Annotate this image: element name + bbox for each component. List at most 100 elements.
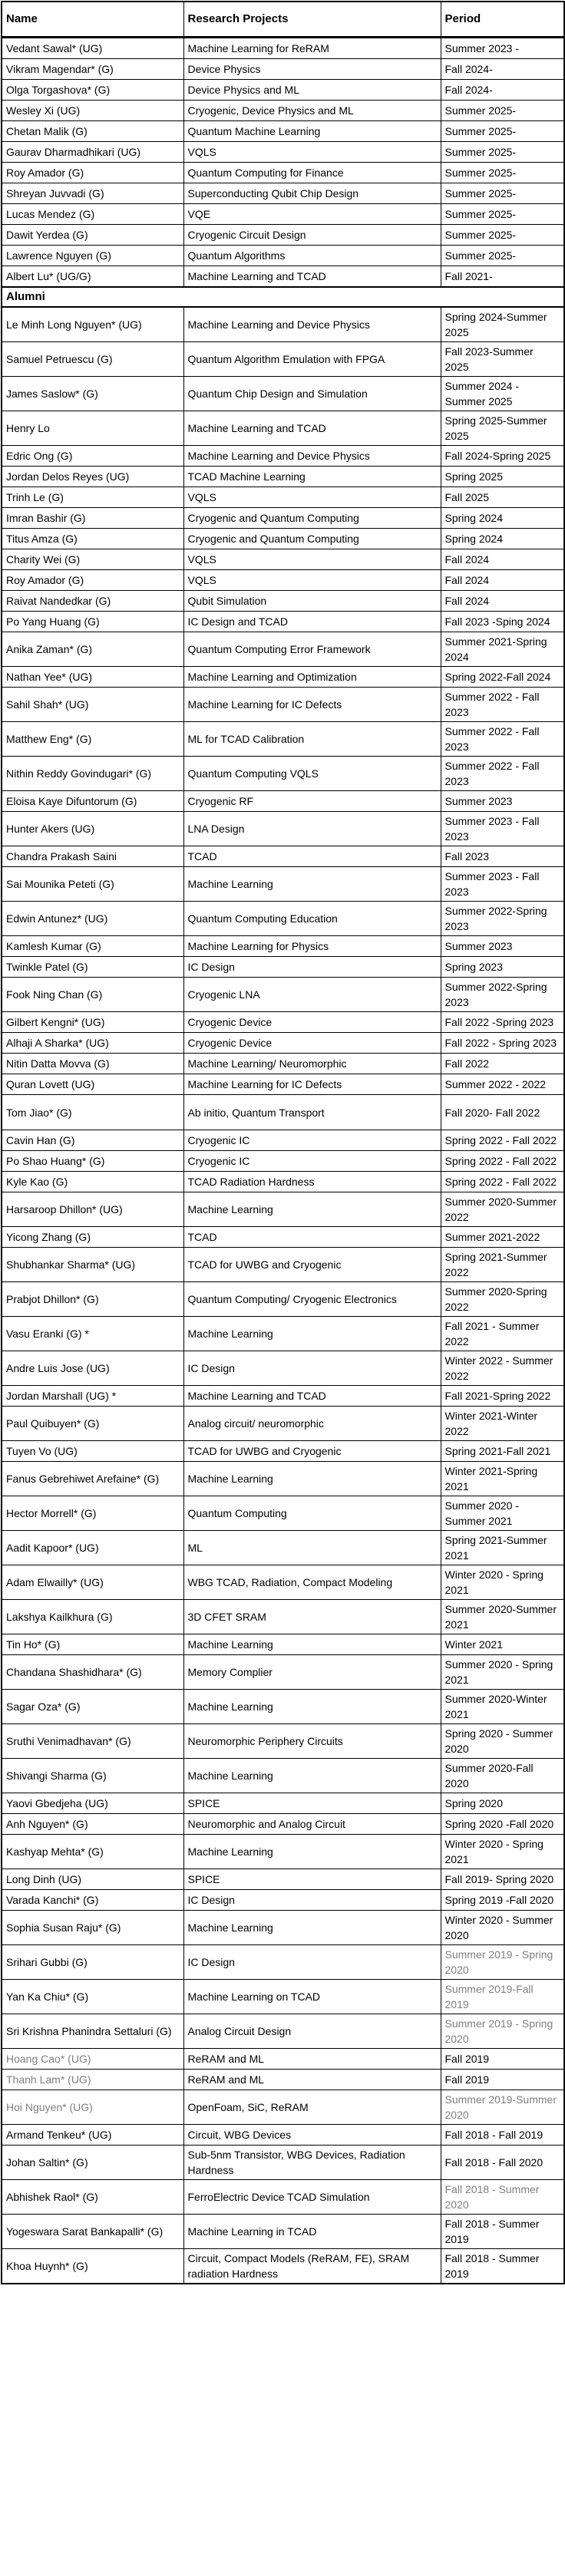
period-cell: Winter 2020 - Summer 2020 — [440, 1910, 565, 1945]
name-cell: Le Minh Long Nguyen* (UG) — [1, 306, 184, 342]
table-row: Gaurav Dharmadhikari (UG) VQLS Summer 2025… — [1, 141, 565, 163]
table-row: Srihari Gubbi (G) IC Design Summer 2019 - … — [1, 1944, 565, 1980]
name-cell: Aadit Kapoor* (UG) — [1, 1530, 184, 1565]
name-cell: Chandana Shashidhara* (G) — [1, 1654, 184, 1690]
period-cell: Summer 2022-Spring 2023 — [440, 901, 565, 936]
period-cell: Spring 2025 — [440, 466, 565, 487]
name-cell: Harsaroop Dhillon* (UG) — [1, 1192, 184, 1227]
period-cell: Summer 2019 - Spring 2020 — [440, 2014, 565, 2049]
period-cell: Summer 2022 - 2022 — [440, 1074, 565, 1095]
period-cell: Fall 2020- Fall 2022 — [440, 1094, 565, 1130]
table-row: Thanh Lam* (UG) ReRAM and ML Fall 2019 — [1, 2069, 565, 2090]
period-cell: Summer 2023 — [440, 935, 565, 957]
project-cell: Machine Learning for Physics — [183, 935, 441, 957]
table-row: Imran Bashir (G) Cryogenic and Quantum Co… — [1, 507, 565, 529]
project-cell: IC Design — [183, 1944, 441, 1980]
period-cell: Fall 2023 — [440, 846, 565, 867]
table-row: Tuyen Vo (UG) TCAD for UWBG and Cryogenic… — [1, 1440, 565, 1462]
name-cell: Kyle Kao (G) — [1, 1171, 184, 1192]
column-header-period: Period — [440, 1, 565, 38]
project-cell: Machine Learning for IC Defects — [183, 1074, 441, 1095]
table-row: Po Yang Huang (G) IC Design and TCAD Fall … — [1, 611, 565, 632]
table-row: Twinkle Patel (G) IC Design Spring 2023 — [1, 956, 565, 978]
name-cell: Vasu Eranki (G) * — [1, 1316, 184, 1351]
table-row: Jordan Marshall (UG) * Machine Learning a… — [1, 1385, 565, 1407]
table-row: Nithin Reddy Govindugari* (G) Quantum Com… — [1, 756, 565, 791]
project-cell: Machine Learning on TCAD — [183, 1979, 441, 2014]
project-cell: Cryogenic RF — [183, 790, 441, 812]
project-cell: Machine Learning and TCAD — [183, 411, 441, 446]
project-cell: Cryogenic Circuit Design — [183, 224, 441, 246]
name-cell: Prabjot Dhillon* (G) — [1, 1281, 184, 1317]
project-cell: Machine Learning and Device Physics — [183, 306, 441, 342]
name-cell: Vikram Magendar* (G) — [1, 58, 184, 80]
name-cell: Alhaji A Sharka* (UG) — [1, 1032, 184, 1054]
name-cell: Long Dinh (UG) — [1, 1869, 184, 1890]
period-cell: Summer 2021-Spring 2024 — [440, 632, 565, 667]
period-cell: Fall 2022 - Spring 2023 — [440, 1032, 565, 1054]
period-cell: Summer 2022 - Fall 2023 — [440, 721, 565, 757]
project-cell: VQLS — [183, 569, 441, 591]
project-cell: Machine Learning and Device Physics — [183, 445, 441, 467]
period-cell: Fall 2023 -Sping 2024 — [440, 611, 565, 632]
column-header-name: Name — [1, 1, 184, 38]
period-cell: Fall 2025 — [440, 487, 565, 508]
period-cell: Fall 2021-Spring 2022 — [440, 1385, 565, 1407]
name-cell: Albert Lu* (UG/G) — [1, 266, 184, 288]
period-cell: Summer 2019 - Spring 2020 — [440, 1944, 565, 1980]
period-cell: Summer 2025- — [440, 245, 565, 266]
period-cell: Summer 2023 - Fall 2023 — [440, 811, 565, 846]
table-row: Samuel Petruescu (G) Quantum Algorithm Em… — [1, 341, 565, 377]
name-cell: Henry Lo — [1, 411, 184, 446]
period-cell: Spring 2021-Summer 2022 — [440, 1247, 565, 1282]
table-row: Chetan Malik (G) Quantum Machine Learning… — [1, 120, 565, 142]
project-cell: TCAD Machine Learning — [183, 466, 441, 487]
table-row: Kashyap Mehta* (G) Machine Learning Winter… — [1, 1834, 565, 1869]
period-cell: Fall 2024 — [440, 549, 565, 570]
name-cell: Edwin Antunez* (UG) — [1, 901, 184, 936]
table-row: Khoa Huynh* (G) Circuit, Compact Models (… — [1, 2248, 565, 2284]
project-cell: SPICE — [183, 1869, 441, 1890]
project-cell: TCAD for UWBG and Cryogenic — [183, 1247, 441, 1282]
name-cell: Gilbert Kengni* (UG) — [1, 1011, 184, 1033]
period-cell: Summer 2025- — [440, 203, 565, 225]
name-cell: Yicong Zhang (G) — [1, 1226, 184, 1248]
period-cell: Spring 2024 — [440, 528, 565, 549]
table-row: Shivangi Sharma (G) Machine Learning Summe… — [1, 1758, 565, 1793]
name-cell: Jordan Delos Reyes (UG) — [1, 466, 184, 487]
project-cell: Machine Learning and Optimization — [183, 666, 441, 688]
table-row: Yogeswara Sarat Bankapalli* (G) Machine L… — [1, 2214, 565, 2249]
table-row: Aadit Kapoor* (UG) ML Spring 2021-Summer 2… — [1, 1530, 565, 1565]
period-cell: Fall 2022 -Spring 2023 — [440, 1011, 565, 1033]
project-cell: Machine Learning and TCAD — [183, 266, 441, 288]
project-cell: Sub-5nm Transistor, WBG Devices, Radiati… — [183, 2145, 441, 2180]
period-cell: Spring 2023 — [440, 956, 565, 978]
name-cell: Shubhankar Sharma* (UG) — [1, 1247, 184, 1282]
period-cell: Fall 2024 — [440, 569, 565, 591]
name-cell: Sruthi Venimadhavan* (G) — [1, 1723, 184, 1759]
period-cell: Summer 2022 - Fall 2023 — [440, 687, 565, 722]
name-cell: Sagar Oza* (G) — [1, 1689, 184, 1724]
period-cell: Spring 2020 - Summer 2020 — [440, 1723, 565, 1759]
table-row: Hoi Nguyen* (UG) OpenFoam, SiC, ReRAM Summ… — [1, 2089, 565, 2125]
table-header: Name Research Projects Period — [1, 1, 565, 38]
table-row: Chandana Shashidhara* (G) Memory Complier… — [1, 1654, 565, 1690]
period-cell: Spring 2020 -Fall 2020 — [440, 1813, 565, 1835]
table-row: Lawrence Nguyen (G) Quantum Algorithms Sum… — [1, 245, 565, 266]
name-cell: Kashyap Mehta* (G) — [1, 1834, 184, 1869]
name-cell: Roy Amador (G) — [1, 162, 184, 183]
period-cell: Fall 2018 - Summer 2020 — [440, 2179, 565, 2215]
table-row: Varada Kanchi* (G) IC Design Spring 2019 -… — [1, 1889, 565, 1911]
table-row: Lakshya Kailkhura (G) 3D CFET SRAM Summer … — [1, 1599, 565, 1634]
period-cell: Fall 2022 — [440, 1053, 565, 1074]
project-cell: TCAD — [183, 1226, 441, 1248]
table-row: Vikram Magendar* (G) Device Physics Fall 2… — [1, 58, 565, 80]
name-cell: Edric Ong (G) — [1, 445, 184, 467]
table-row: Alhaji A Sharka* (UG) Cryogenic Device Fal… — [1, 1032, 565, 1054]
period-cell: Spring 2022 - Fall 2022 — [440, 1150, 565, 1172]
table-row: Eloisa Kaye Difuntorum (G) Cryogenic RF Su… — [1, 790, 565, 812]
table-row: Roy Amador (G) VQLS Fall 2024 — [1, 569, 565, 591]
period-cell: Winter 2021 — [440, 1634, 565, 1655]
period-cell: Winter 2021-Winter 2022 — [440, 1406, 565, 1441]
period-cell: Fall 2019 — [440, 2069, 565, 2090]
